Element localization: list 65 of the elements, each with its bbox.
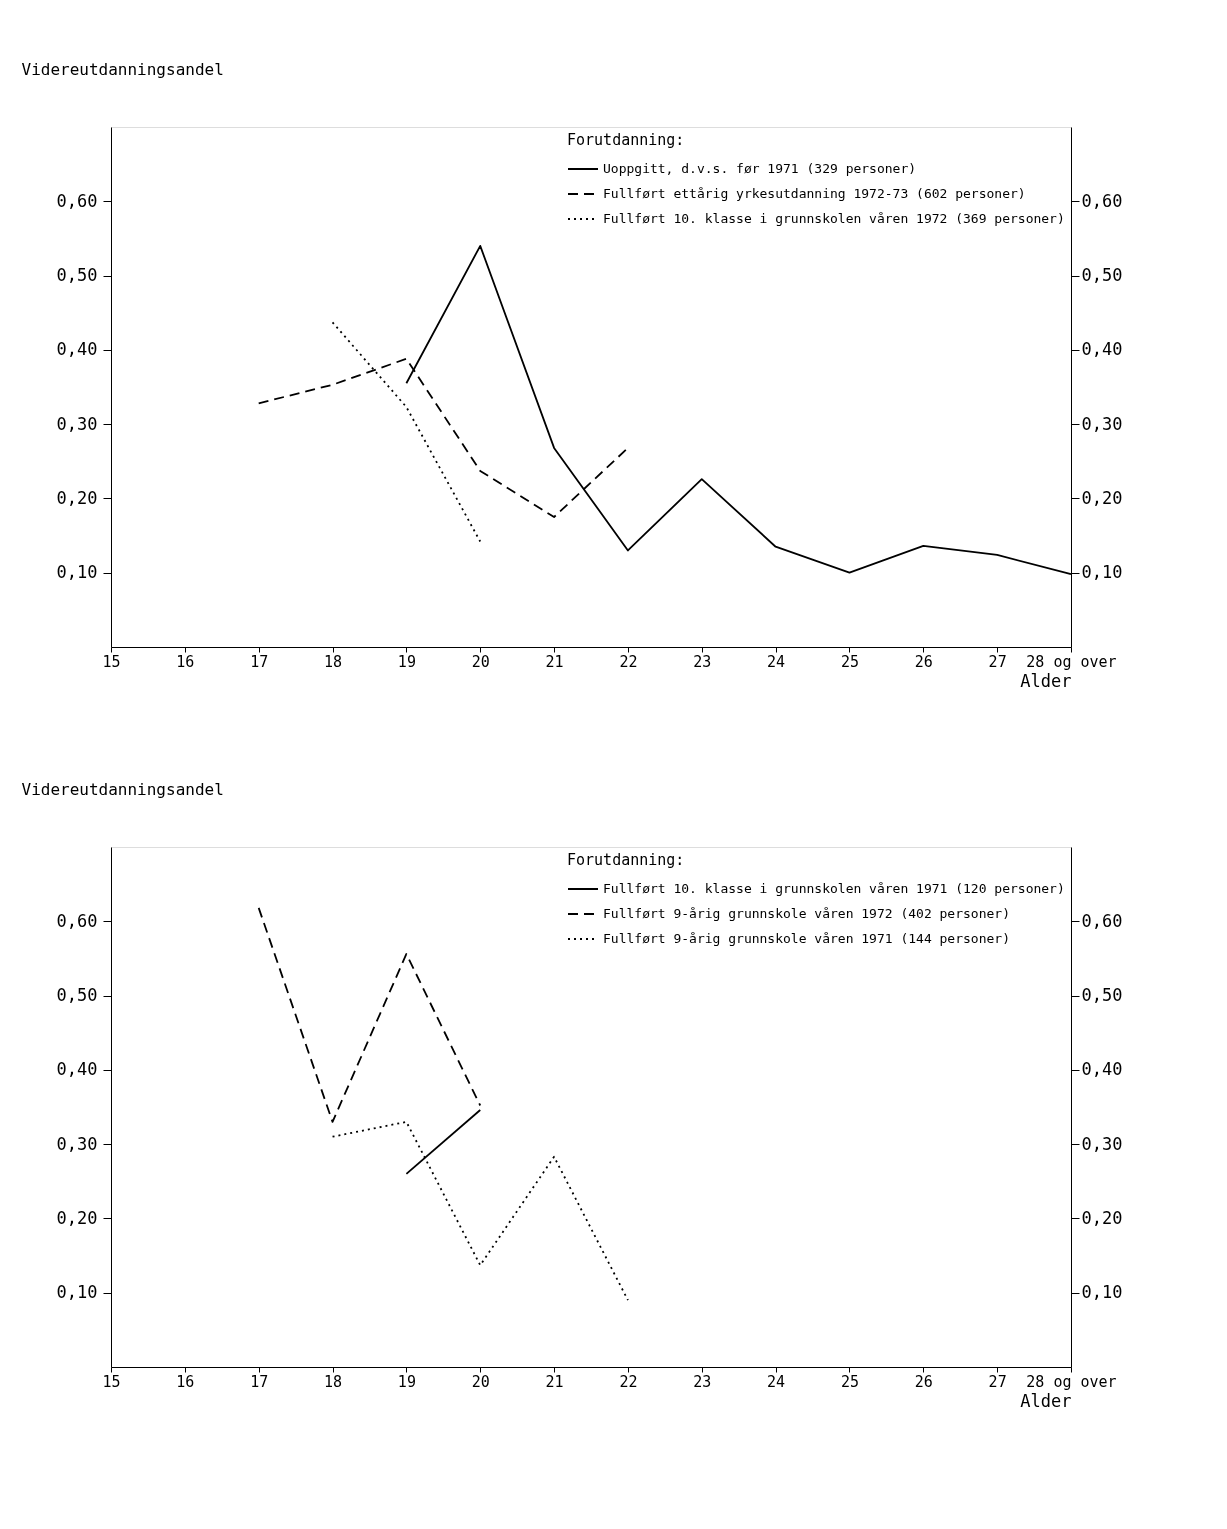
- x-tick-label: 27: [988, 652, 1007, 671]
- x-tick-label: 15: [102, 652, 121, 671]
- x-tick-label: 17: [250, 652, 269, 671]
- y-tick-label: 0,40: [56, 339, 98, 360]
- legend-title: Forutdanning:: [567, 851, 685, 869]
- y-axis-title: Videreutdanningsandel: [21, 779, 224, 799]
- y2-tick-label: 0,30: [1081, 413, 1123, 434]
- x-tick-label: 21: [545, 652, 564, 671]
- y-tick-label: 0,20: [56, 487, 98, 508]
- line-series: [257, 907, 482, 1123]
- y-tick-label: 0,60: [56, 190, 98, 211]
- x-tick-label: 28 og over: [1026, 1372, 1117, 1391]
- x-tick-label: 20: [471, 652, 490, 671]
- y2-tick-label: 0,40: [1081, 339, 1123, 360]
- x-tick-label: 27: [988, 1372, 1007, 1391]
- y2-tick-label: 0,30: [1081, 1133, 1123, 1154]
- legend-label: Fullført 10. klasse i grunnskolen våren 1971 (120 personer): [603, 881, 1065, 896]
- y-tick-label: 0,60: [56, 910, 98, 931]
- x-tick-label: 26: [914, 1372, 933, 1391]
- y-tick-label: 0,10: [56, 1282, 98, 1303]
- x-tick-label: 20: [471, 1372, 490, 1391]
- x-tick-label: 23: [693, 652, 712, 671]
- y-axis-title: Videreutdanningsandel: [21, 59, 224, 79]
- y2-tick-label: 0,60: [1081, 190, 1123, 211]
- x-axis-title: Alder: [1020, 1390, 1072, 1411]
- x-tick-label: 22: [619, 652, 638, 671]
- y2-tick-label: 0,50: [1081, 265, 1123, 286]
- x-tick-label: 25: [840, 1372, 859, 1391]
- y2-tick-label: 0,40: [1081, 1059, 1123, 1080]
- legend-title: Forutdanning:: [567, 131, 685, 149]
- x-tick-label: 15: [102, 1372, 121, 1391]
- x-tick-label: 16: [176, 1372, 195, 1391]
- x-tick-label: 24: [767, 1372, 786, 1391]
- legend-label: Fullført 9-årig grunnskole våren 1972 (402 personer): [603, 906, 1010, 921]
- legend-label: Uoppgitt, d.v.s. før 1971 (329 personer): [603, 161, 917, 176]
- x-tick-label: 23: [693, 1372, 712, 1391]
- x-tick-label: 28 og over: [1026, 652, 1117, 671]
- y2-tick-label: 0,60: [1081, 910, 1123, 931]
- x-tick-label: 21: [545, 1372, 564, 1391]
- y-tick-label: 0,20: [56, 1207, 98, 1228]
- y2-tick-label: 0,20: [1081, 487, 1123, 508]
- legend-label: Fullført ettårig yrkesutdanning 1972-73 (602 personer): [603, 186, 1026, 201]
- x-tick-label: 18: [324, 652, 343, 671]
- y2-tick-label: 0,10: [1081, 562, 1123, 583]
- x-tick-label: 19: [397, 652, 416, 671]
- x-tick-label: 18: [324, 1372, 343, 1391]
- legend-label: Fullført 9-årig grunnskole våren 1971 (144 personer): [603, 931, 1010, 946]
- legend-label: Fullført 10. klasse i grunnskolen våren 1972 (369 personer): [603, 211, 1065, 226]
- x-tick-label: 16: [176, 652, 195, 671]
- y2-tick-label: 0,20: [1081, 1207, 1123, 1228]
- y-tick-label: 0,50: [56, 265, 98, 286]
- x-tick-label: 17: [250, 1372, 269, 1391]
- y-tick-label: 0,40: [56, 1059, 98, 1080]
- y-tick-label: 0,30: [56, 1133, 98, 1154]
- y2-tick-label: 0,50: [1081, 985, 1123, 1006]
- x-axis-title: Alder: [1020, 670, 1072, 691]
- x-tick-label: 24: [767, 652, 786, 671]
- x-tick-label: 19: [397, 1372, 416, 1391]
- x-tick-label: 22: [619, 1372, 638, 1391]
- x-tick-label: 26: [914, 652, 933, 671]
- y-tick-label: 0,30: [56, 413, 98, 434]
- x-tick-label: 25: [840, 652, 859, 671]
- y2-tick-label: 0,10: [1081, 1282, 1123, 1303]
- y-tick-label: 0,50: [56, 985, 98, 1006]
- y-tick-label: 0,10: [56, 562, 98, 583]
